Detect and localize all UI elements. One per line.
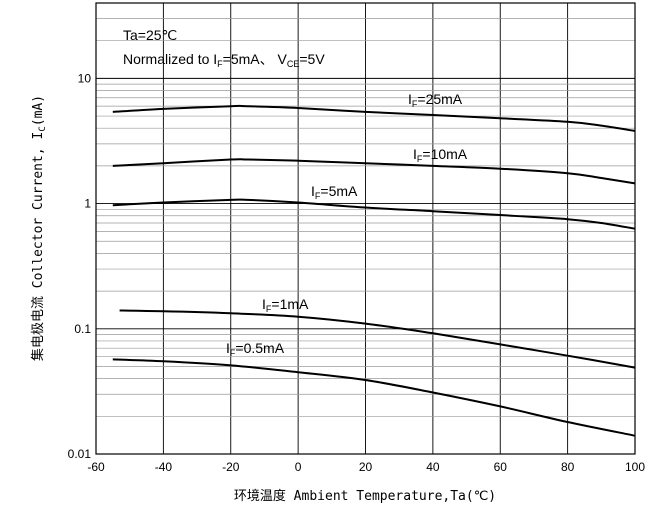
series-line-4 — [112, 358, 636, 437]
x-tick-label: -40 — [155, 460, 173, 474]
series-label-2: IF=5mA — [311, 183, 358, 201]
x-tick-label: 0 — [295, 460, 302, 474]
x-tick-label: -20 — [222, 460, 240, 474]
series-label-4: IF=0.5mA — [226, 340, 285, 358]
series-labels: IF=25mA IF=10mA IF=5mA IF=1mA IF=0.5mA — [226, 91, 468, 358]
annotation-normalized: Normalized to IF=5mA、 VCE=5V — [123, 51, 325, 69]
y-tick-labels: 0.01 0.1 1 10 — [68, 71, 92, 461]
y-tick-label: 0.01 — [68, 447, 92, 461]
x-tick-label: 80 — [561, 460, 575, 474]
series-line-0 — [112, 104, 636, 132]
annotation-temperature: Ta=25℃ — [123, 27, 177, 43]
x-tick-label: 60 — [494, 460, 508, 474]
x-tick-label: -60 — [87, 460, 105, 474]
series-line-3 — [119, 309, 636, 369]
series-label-1: IF=10mA — [413, 146, 468, 164]
series-label-0: IF=25mA — [408, 91, 463, 109]
x-tick-label: 20 — [359, 460, 373, 474]
x-tick-label: 40 — [426, 460, 440, 474]
x-tick-labels: -60 -40 -20 0 20 40 60 80 100 — [87, 460, 645, 474]
y-axis-title: 集电极电流 Collector Current, IC(mA) — [30, 95, 48, 361]
y-tick-label: 1 — [84, 197, 91, 211]
series-line-1 — [112, 158, 636, 185]
series-label-3: IF=1mA — [262, 296, 309, 314]
y-tick-label: 10 — [78, 71, 92, 85]
grid-lines — [96, 3, 635, 454]
y-tick-label: 0.1 — [74, 322, 91, 336]
x-axis-title: 环境温度 Ambient Temperature,Ta(℃) — [234, 488, 496, 504]
x-tick-label: 100 — [625, 460, 645, 474]
series-lines — [112, 104, 636, 437]
series-line-2 — [112, 198, 636, 230]
